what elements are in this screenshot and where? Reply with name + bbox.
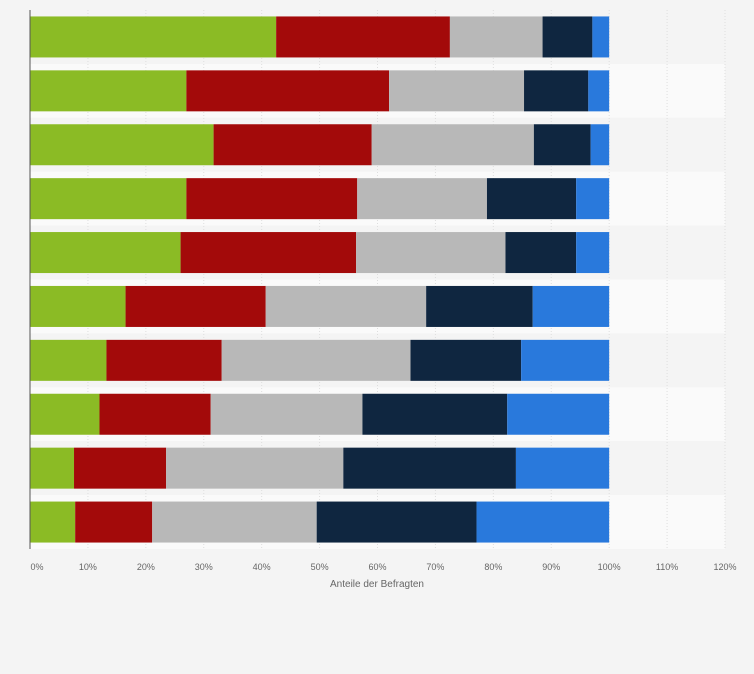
bar-segment-row1-series2[interactable] [276, 16, 450, 58]
bar-segment-row2-series3[interactable] [389, 70, 525, 112]
bar-segment-row5-series2[interactable] [180, 232, 357, 274]
bar-segment-row7-series4[interactable] [410, 339, 522, 381]
bar-segment-row6-series2[interactable] [125, 285, 266, 327]
bar-segment-row3-series4[interactable] [533, 124, 591, 166]
bar-segment-row3-series1[interactable] [30, 124, 214, 166]
bar-segment-row4-series1[interactable] [30, 178, 187, 220]
bar-segment-row7-series3[interactable] [221, 339, 411, 381]
x-axis-label: Anteile der Befragten [330, 579, 424, 590]
bar-segment-row8-series4[interactable] [362, 393, 508, 435]
bar-segment-row1-series5[interactable] [592, 16, 610, 58]
bar-segment-row4-series5[interactable] [576, 178, 610, 220]
bar-segment-row3-series3[interactable] [371, 124, 534, 166]
bar-segment-row10-series2[interactable] [75, 501, 153, 543]
bar-segment-row7-series2[interactable] [106, 339, 222, 381]
bar-segment-row3-series5[interactable] [590, 124, 610, 166]
x-tick-label: 80% [484, 562, 502, 572]
bar-segment-row1-series3[interactable] [449, 16, 543, 58]
bar-segment-row6-series4[interactable] [426, 285, 533, 327]
bar-segment-row7-series5[interactable] [521, 339, 610, 381]
bar-segment-row2-series5[interactable] [588, 70, 610, 112]
bar-segment-row7-series1[interactable] [30, 339, 107, 381]
bar-segment-row10-series4[interactable] [316, 501, 477, 543]
x-tick-label: 40% [253, 562, 271, 572]
x-tick-label: 0% [30, 562, 43, 572]
bar-segment-row9-series2[interactable] [74, 447, 167, 489]
x-tick-label: 110% [656, 562, 678, 572]
x-tick-label: 60% [368, 562, 386, 572]
bar-segment-row8-series3[interactable] [210, 393, 363, 435]
bar-segment-row6-series5[interactable] [532, 285, 610, 327]
bar-segment-row5-series3[interactable] [356, 232, 506, 274]
bar-segment-row4-series2[interactable] [186, 178, 358, 220]
bar-segment-row5-series4[interactable] [505, 232, 577, 274]
bar-segment-row2-series2[interactable] [186, 70, 390, 112]
bar-segment-row10-series5[interactable] [476, 501, 610, 543]
bar-segment-row6-series3[interactable] [265, 285, 427, 327]
bar-segment-row6-series1[interactable] [30, 285, 126, 327]
bar-segment-row8-series2[interactable] [99, 393, 211, 435]
bar-segment-row9-series1[interactable] [30, 447, 75, 489]
x-tick-label: 70% [426, 562, 444, 572]
x-tick-label: 120% [713, 562, 736, 572]
x-tick-label: 20% [137, 562, 155, 572]
bar-segment-row9-series5[interactable] [515, 447, 610, 489]
bar-segment-row8-series1[interactable] [30, 393, 100, 435]
bar-segment-row10-series1[interactable] [30, 501, 76, 543]
x-tick-label: 50% [311, 562, 329, 572]
bar-segment-row2-series4[interactable] [524, 70, 589, 112]
bar-segment-row5-series1[interactable] [30, 232, 181, 274]
bar-segment-row8-series5[interactable] [507, 393, 610, 435]
bar-segment-row5-series5[interactable] [576, 232, 610, 274]
bar-segment-row1-series1[interactable] [30, 16, 277, 58]
bar-segment-row9-series4[interactable] [343, 447, 516, 489]
bar-segment-row4-series4[interactable] [486, 178, 577, 220]
bar-segment-row3-series2[interactable] [213, 124, 372, 166]
x-tick-label: 30% [195, 562, 213, 572]
bar-segment-row4-series3[interactable] [357, 178, 487, 220]
bar-segment-row1-series4[interactable] [542, 16, 593, 58]
x-tick-label: 10% [79, 562, 97, 572]
x-tick-label: 100% [598, 562, 621, 572]
bar-segment-row9-series3[interactable] [166, 447, 344, 489]
bar-segment-row2-series1[interactable] [30, 70, 187, 112]
x-tick-label: 90% [542, 562, 560, 572]
bar-segment-row10-series3[interactable] [152, 501, 317, 543]
